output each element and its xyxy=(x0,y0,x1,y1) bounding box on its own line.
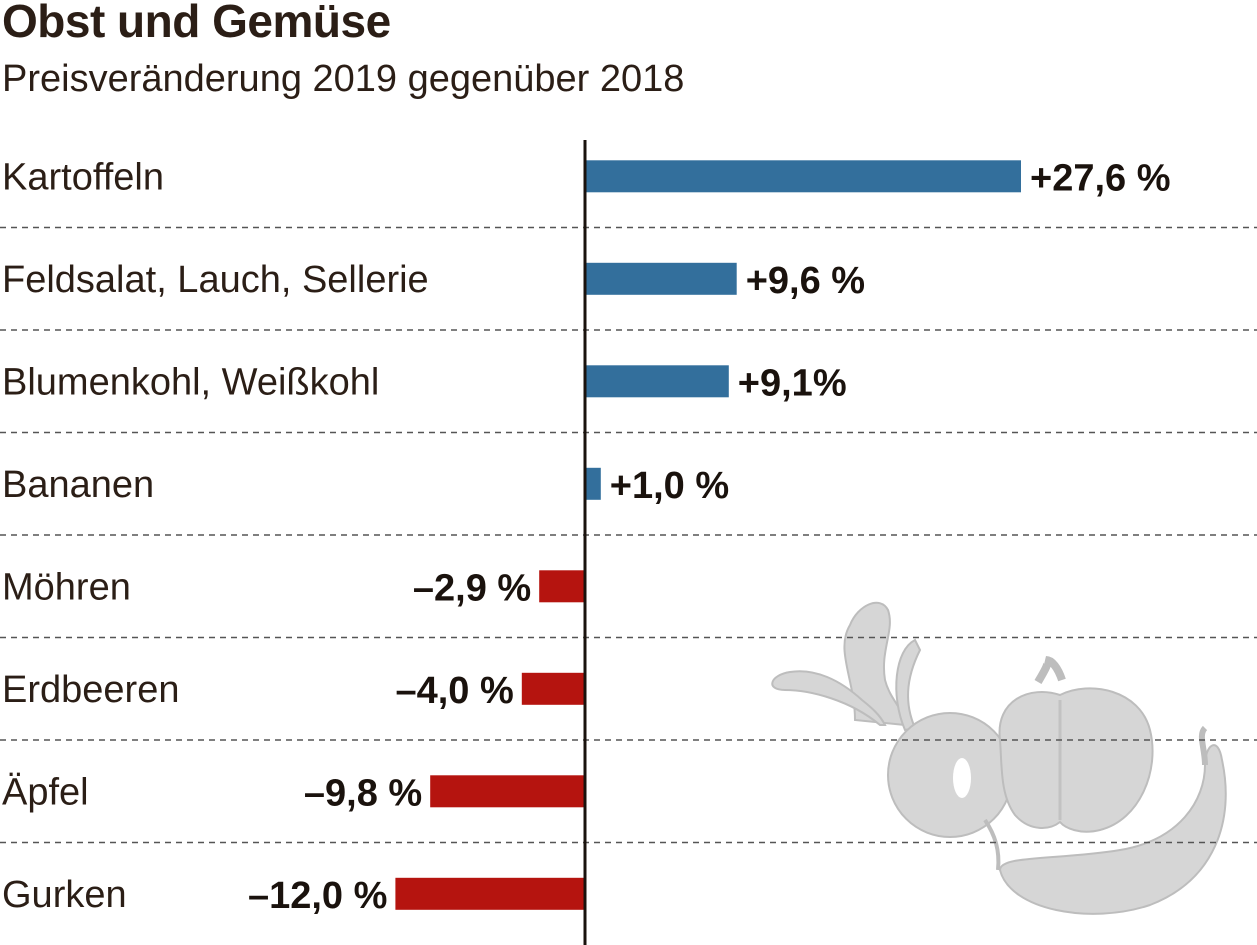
bars xyxy=(395,160,1021,910)
bar-3 xyxy=(585,467,601,500)
bar-5 xyxy=(521,672,585,705)
category-labels: Kartoffeln Feldsalat, Lauch, Sellerie Blum… xyxy=(2,156,429,916)
value-labels: +27,6 % +9,6 % +9,1% +1,0 % –2,9 % –4,0 % –9,8… xyxy=(248,157,1171,917)
category-label: Feldsalat, Lauch, Sellerie xyxy=(2,259,429,301)
chart-title: Obst und Gemüse xyxy=(2,0,391,47)
chart-subtitle: Preisveränderung 2019 gegenüber 2018 xyxy=(2,58,685,100)
bar-1 xyxy=(585,262,737,295)
radish-icon xyxy=(771,601,1013,871)
row-separators xyxy=(0,226,1257,844)
value-label: +1,0 % xyxy=(610,465,729,507)
category-label: Gurken xyxy=(2,874,127,916)
category-label: Bananen xyxy=(2,464,154,506)
value-label: +27,6 % xyxy=(1030,157,1171,199)
vegetable-illustration xyxy=(771,601,1227,915)
cucumber-icon xyxy=(998,725,1227,915)
value-label: –9,8 % xyxy=(304,772,422,814)
category-label: Erdbeeren xyxy=(2,669,179,711)
category-label: Möhren xyxy=(2,566,131,608)
value-label: –2,9 % xyxy=(413,567,531,609)
bell-pepper-icon xyxy=(998,656,1154,833)
bar-0 xyxy=(585,160,1021,193)
category-label: Äpfel xyxy=(2,771,89,813)
value-label: +9,6 % xyxy=(746,260,865,302)
value-label: +9,1% xyxy=(738,362,847,404)
bar-7 xyxy=(395,877,585,910)
bar-2 xyxy=(585,365,729,398)
bar-4 xyxy=(539,570,585,603)
category-label: Blumenkohl, Weißkohl xyxy=(2,361,379,403)
category-label: Kartoffeln xyxy=(2,156,164,198)
value-label: –12,0 % xyxy=(248,875,387,917)
value-label: –4,0 % xyxy=(395,670,513,712)
bar-6 xyxy=(430,775,585,808)
